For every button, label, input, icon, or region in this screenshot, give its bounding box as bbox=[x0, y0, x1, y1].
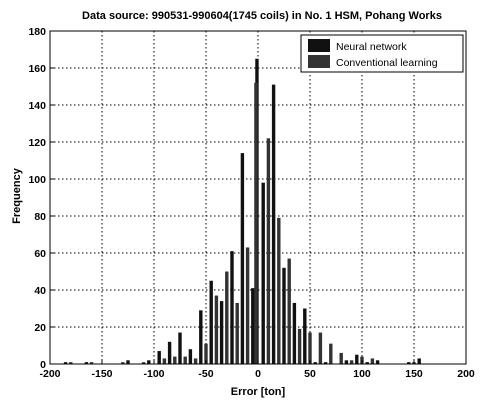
bar-neural-network bbox=[147, 360, 151, 364]
bar-conventional-learning bbox=[141, 362, 146, 364]
bar-conventional-learning bbox=[69, 362, 73, 364]
bar-conventional-learning bbox=[308, 332, 312, 364]
y-tick-label: 180 bbox=[28, 26, 46, 38]
x-tick-label: 150 bbox=[405, 368, 423, 380]
legend-label-conventional-learning: Conventional learning bbox=[336, 57, 438, 69]
bar-neural-network bbox=[157, 351, 161, 364]
bar-neural-network bbox=[282, 267, 286, 364]
bar-neural-network bbox=[219, 301, 224, 364]
y-tick-label: 160 bbox=[28, 63, 46, 75]
y-tick-label: 120 bbox=[28, 137, 46, 149]
bar-neural-network bbox=[292, 302, 297, 364]
x-axis-label: Error [ton] bbox=[231, 386, 286, 398]
legend-swatch-conventional-learning bbox=[308, 55, 330, 68]
y-tick-label: 60 bbox=[34, 248, 46, 260]
bar-conventional-learning bbox=[245, 247, 250, 364]
bar-conventional-learning bbox=[121, 362, 125, 364]
bar-conventional-learning bbox=[204, 343, 208, 364]
bar-conventional-learning bbox=[254, 82, 258, 365]
bar-conventional-learning bbox=[266, 138, 271, 364]
bar-neural-network bbox=[365, 362, 369, 364]
x-tick-label: -100 bbox=[143, 368, 164, 380]
bar-neural-network bbox=[251, 288, 255, 364]
bar-neural-network bbox=[375, 360, 380, 364]
bar-conventional-learning bbox=[339, 352, 343, 364]
bar-neural-network bbox=[230, 251, 234, 364]
bars bbox=[63, 58, 421, 365]
x-tick-label: -50 bbox=[198, 368, 213, 380]
bar-neural-network bbox=[303, 308, 307, 364]
bar-neural-network bbox=[209, 280, 213, 364]
bar-conventional-learning bbox=[89, 362, 94, 364]
y-tick-label: 100 bbox=[28, 174, 46, 186]
legend-label-neural-network: Neural network bbox=[336, 41, 407, 53]
bar-neural-network bbox=[199, 310, 203, 364]
bar-conventional-learning bbox=[349, 360, 354, 364]
bar-neural-network bbox=[355, 354, 359, 364]
y-tick-label: 0 bbox=[40, 359, 46, 371]
bar-neural-network bbox=[63, 362, 68, 364]
bar-neural-network bbox=[261, 182, 265, 364]
x-tick-label: 0 bbox=[255, 368, 261, 380]
bar-conventional-learning bbox=[225, 271, 229, 364]
bar-conventional-learning bbox=[162, 358, 167, 364]
x-tick-label: 50 bbox=[304, 368, 316, 380]
bar-conventional-learning bbox=[183, 356, 187, 364]
bar-neural-network bbox=[84, 362, 89, 364]
bar-neural-network bbox=[407, 362, 411, 364]
bar-neural-network bbox=[240, 153, 245, 364]
legend: Neural network Conventional learning bbox=[300, 34, 464, 73]
bar-neural-network bbox=[417, 358, 421, 364]
bar-conventional-learning bbox=[370, 358, 375, 364]
bar-neural-network bbox=[313, 362, 317, 364]
bar-neural-network bbox=[323, 362, 328, 364]
x-tick-label: 100 bbox=[353, 368, 371, 380]
bar-conventional-learning bbox=[318, 332, 323, 364]
bar-neural-network bbox=[178, 332, 182, 364]
bar-neural-network bbox=[167, 341, 172, 364]
bar-conventional-learning bbox=[297, 328, 302, 364]
y-tick-label: 20 bbox=[34, 322, 46, 334]
bar-conventional-learning bbox=[235, 302, 239, 364]
bar-neural-network bbox=[126, 360, 130, 364]
bar-neural-network bbox=[344, 360, 349, 364]
bar-neural-network bbox=[271, 84, 276, 365]
x-tick-label: -150 bbox=[91, 368, 112, 380]
y-tick-label: 140 bbox=[28, 100, 46, 112]
bar-conventional-learning bbox=[214, 295, 219, 364]
bar-conventional-learning bbox=[287, 258, 291, 364]
y-tick-label: 40 bbox=[34, 285, 46, 297]
x-tick-label: 200 bbox=[457, 368, 475, 380]
bar-conventional-learning bbox=[193, 358, 198, 364]
bar-conventional-learning bbox=[329, 343, 333, 364]
bar-neural-network bbox=[188, 349, 193, 364]
legend-swatch-neural-network bbox=[308, 39, 330, 52]
bar-conventional-learning bbox=[173, 356, 177, 364]
y-tick-label: 80 bbox=[34, 211, 46, 223]
x-tick-label: -200 bbox=[39, 368, 60, 380]
chart-title: Data source: 990531-990604(1745 coils) i… bbox=[82, 10, 442, 22]
axis-ticks: -200 -150 -100 -50 0 50 100 150 200 0 20 40 60 80 100 1… bbox=[28, 26, 474, 380]
y-axis-label: Frequency bbox=[11, 167, 23, 224]
bar-conventional-learning bbox=[277, 217, 281, 364]
